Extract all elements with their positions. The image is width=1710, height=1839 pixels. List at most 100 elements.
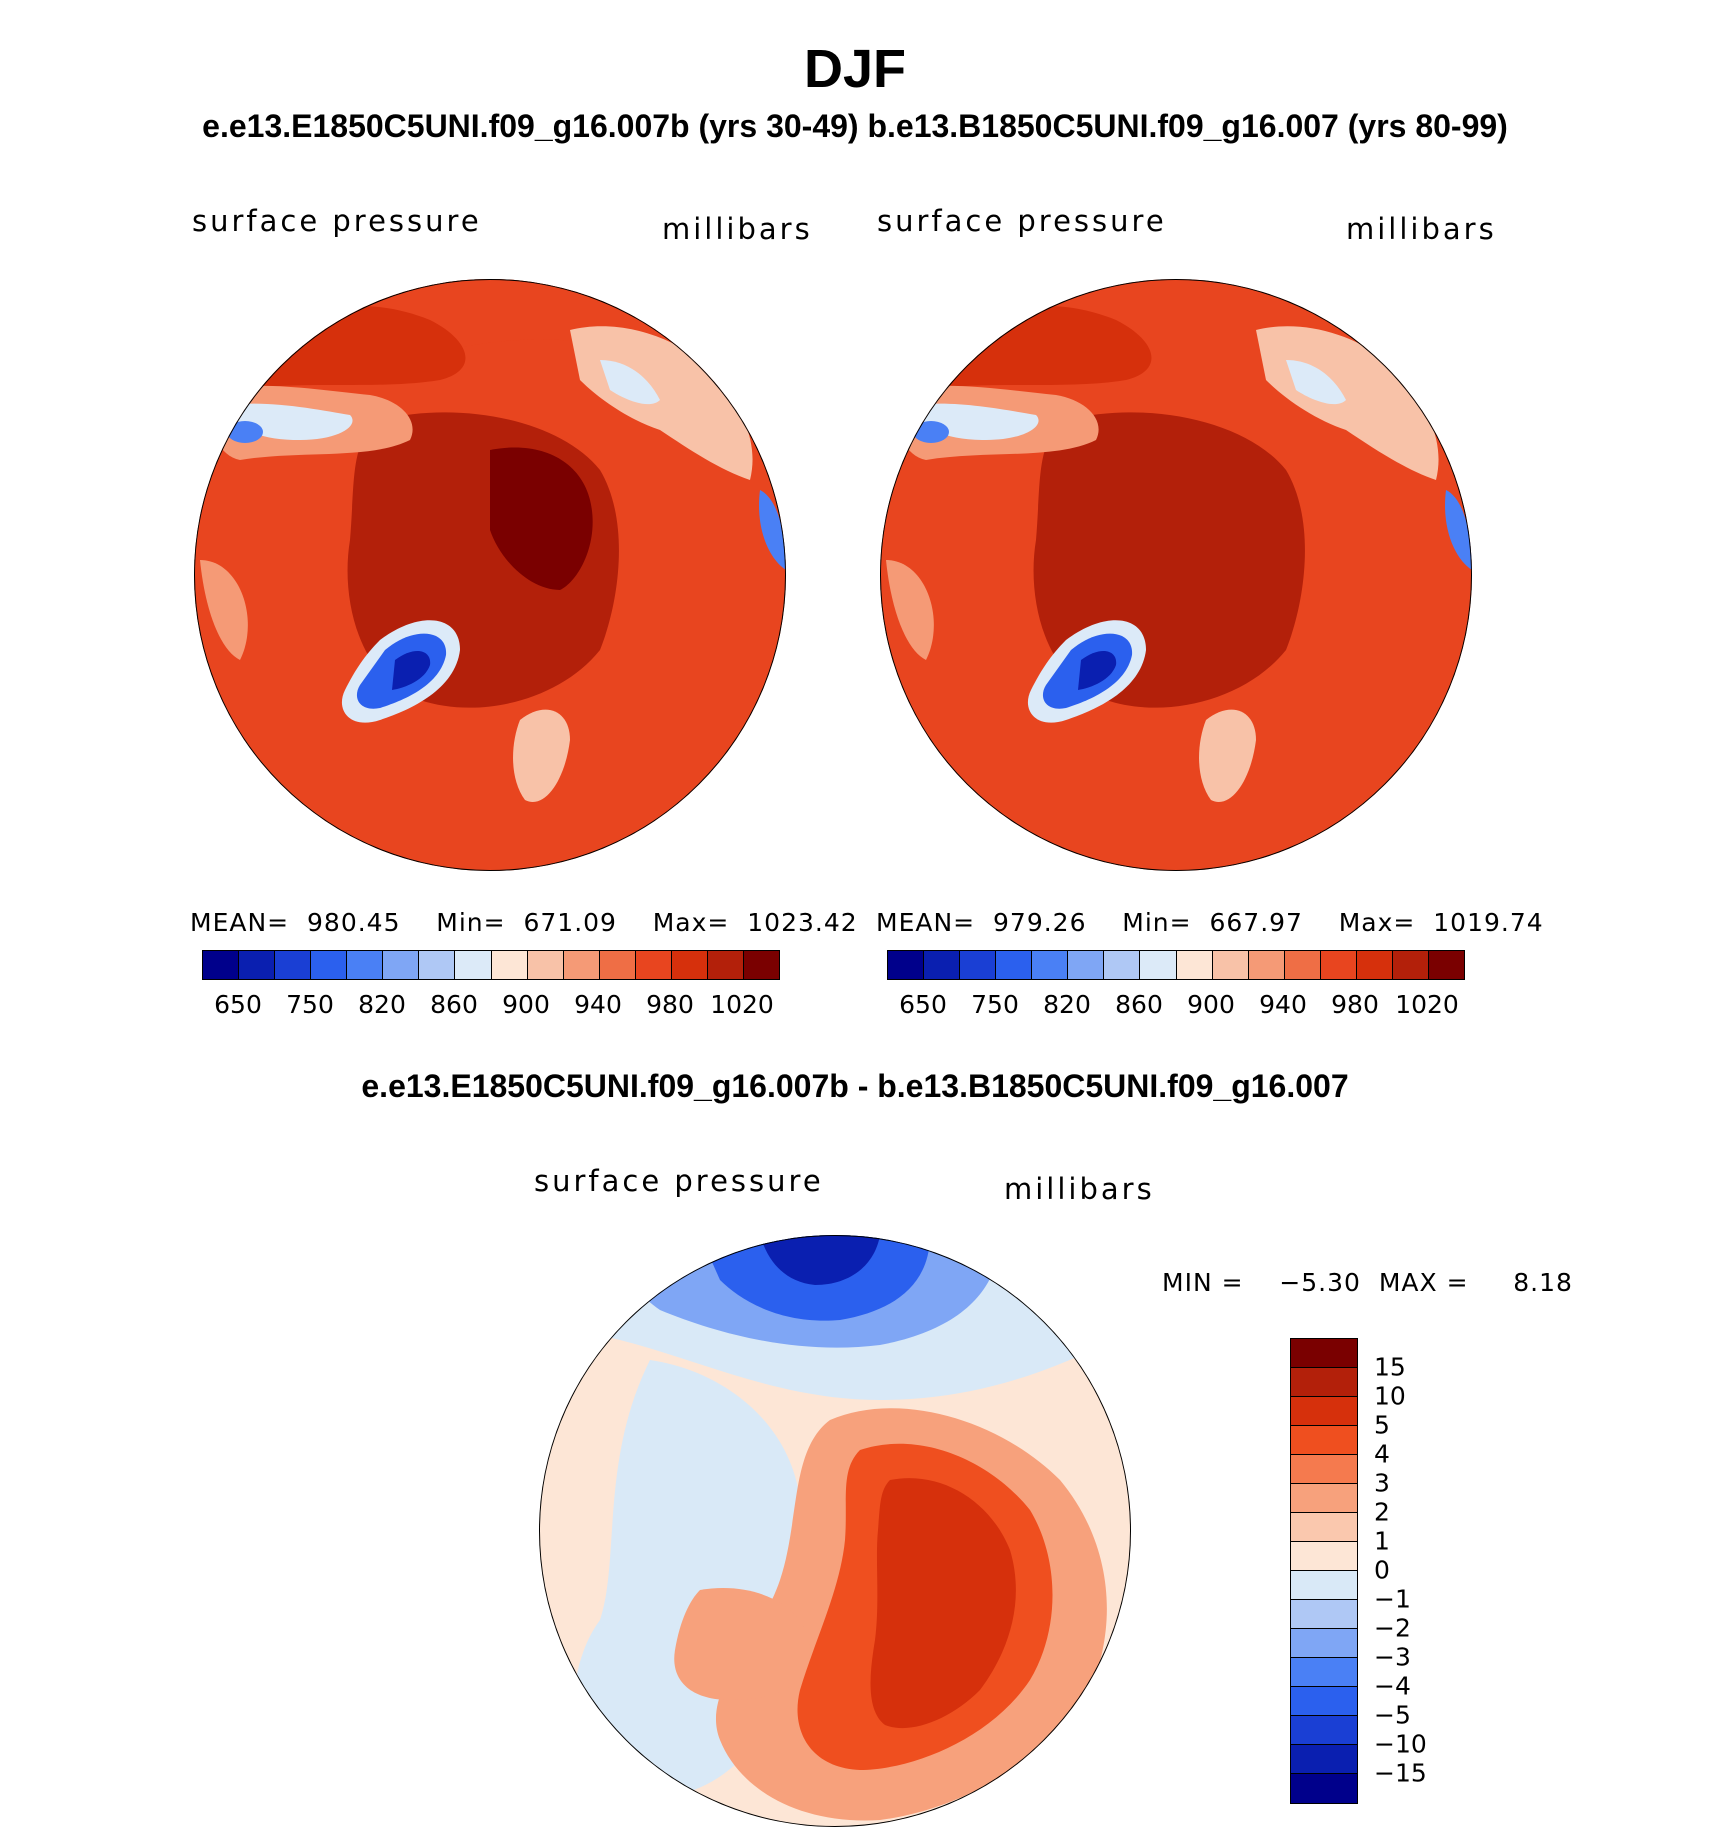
colorbar-tick-label: −3: [1374, 1642, 1411, 1672]
colorbar-swatch: [1284, 951, 1321, 979]
panel3-greenland-pos: [674, 1588, 810, 1700]
colorbar-tick-label: 860: [1115, 990, 1163, 1019]
colorbar-swatch: [1032, 951, 1069, 979]
colorbar-swatch: [1291, 1368, 1357, 1397]
colorbar-swatch: [1291, 1426, 1357, 1455]
colorbar-tick-label: −10: [1374, 1729, 1427, 1759]
colorbar-tick-label: 650: [899, 990, 947, 1019]
colorbar-swatch: [1068, 951, 1105, 979]
colorbar-tick-label: −4: [1374, 1671, 1411, 1701]
panel2-rockies-blue: [913, 421, 949, 443]
panel3-stats: MIN = −5.30 MAX = 8.18: [1162, 1268, 1573, 1297]
panel3-pos-core: [870, 1478, 1016, 1729]
colorbar-tick-label: 650: [214, 990, 262, 1019]
colorbar-swatch: [1291, 1397, 1357, 1426]
colorbar-tick-label: 10: [1374, 1381, 1406, 1411]
panel1-left-label: surface pressure: [192, 204, 482, 238]
colorbar-swatch: [1291, 1542, 1357, 1571]
panel1-rockies-blue: [227, 421, 263, 443]
panel3-north-core: [760, 1235, 880, 1285]
panel3-colorbar: [1290, 1338, 1358, 1804]
colorbar-tick-label: 2: [1374, 1497, 1390, 1527]
subtitle: e.e13.E1850C5UNI.f09_g16.007b (yrs 30-49…: [202, 108, 1508, 144]
colorbar-swatch: [1212, 951, 1249, 979]
panel1-greenland-core: [392, 650, 431, 690]
panel2-tibet: [1445, 490, 1472, 570]
colorbar-tick-label: 0: [1374, 1555, 1390, 1585]
colorbar-swatch: [1291, 1745, 1357, 1774]
panel2-left-label: surface pressure: [877, 204, 1167, 238]
colorbar-swatch: [347, 951, 384, 979]
panel2-greenland-core: [1078, 650, 1117, 690]
colorbar-swatch: [1356, 951, 1393, 979]
colorbar-swatch: [1291, 1513, 1357, 1542]
colorbar-swatch: [671, 951, 708, 979]
colorbar-swatch: [1291, 1629, 1357, 1658]
colorbar-swatch: [1291, 1339, 1357, 1368]
colorbar-swatch: [311, 951, 348, 979]
colorbar-swatch: [996, 951, 1033, 979]
colorbar-swatch: [743, 951, 779, 979]
colorbar-swatch: [1291, 1455, 1357, 1484]
panel3-map: [539, 1235, 1131, 1827]
panel1-map: [194, 279, 786, 871]
panel1-colorbar: [202, 950, 780, 980]
panel1-scandinavia: [513, 709, 570, 802]
panel1-right-label: millibars: [662, 212, 813, 246]
colorbar-swatch: [239, 951, 276, 979]
colorbar-swatch: [1291, 1774, 1357, 1803]
colorbar-swatch: [419, 951, 456, 979]
colorbar-swatch: [491, 951, 528, 979]
colorbar-tick-label: 980: [646, 990, 694, 1019]
colorbar-swatch: [1248, 951, 1285, 979]
colorbar-tick-label: 750: [971, 990, 1019, 1019]
panel3-right-label: millibars: [1004, 1172, 1155, 1206]
colorbar-tick-label: 980: [1331, 990, 1379, 1019]
colorbar-swatch: [527, 951, 564, 979]
colorbar-swatch: [1291, 1658, 1357, 1687]
colorbar-swatch: [1291, 1571, 1357, 1600]
colorbar-swatch: [275, 951, 312, 979]
colorbar-swatch: [1291, 1600, 1357, 1629]
colorbar-swatch: [203, 951, 240, 979]
colorbar-tick-label: −1: [1374, 1584, 1411, 1614]
colorbar-swatch: [1291, 1687, 1357, 1716]
panel1-asia-light: [600, 360, 660, 405]
colorbar-tick-label: 820: [358, 990, 406, 1019]
colorbar-swatch: [1291, 1716, 1357, 1745]
colorbar-tick-label: 750: [286, 990, 334, 1019]
colorbar-swatch: [924, 951, 961, 979]
colorbar-swatch: [1104, 951, 1141, 979]
colorbar-tick-label: −2: [1374, 1613, 1411, 1643]
colorbar-swatch: [960, 951, 997, 979]
colorbar-swatch: [563, 951, 600, 979]
colorbar-swatch: [1291, 1484, 1357, 1513]
diff-title: e.e13.E1850C5UNI.f09_g16.007b - b.e13.B1…: [361, 1068, 1349, 1104]
panel1-stats: MEAN= 980.45 Min= 671.09 Max= 1023.42: [190, 908, 858, 937]
colorbar-tick-label: 15: [1374, 1352, 1406, 1382]
colorbar-tick-label: −15: [1374, 1758, 1427, 1788]
colorbar-tick-label: 900: [1187, 990, 1235, 1019]
colorbar-swatch: [1320, 951, 1357, 979]
colorbar-swatch: [635, 951, 672, 979]
main-title: DJF: [803, 39, 906, 99]
colorbar-tick-label: 4: [1374, 1439, 1390, 1469]
colorbar-tick-label: 940: [1259, 990, 1307, 1019]
panel3-left-label: surface pressure: [534, 1164, 824, 1198]
colorbar-tick-label: 1020: [710, 990, 774, 1019]
colorbar-swatch: [707, 951, 744, 979]
panel2-map: [880, 279, 1472, 871]
colorbar-swatch: [1140, 951, 1177, 979]
panel2-scandinavia: [1199, 709, 1256, 802]
panel2-right-label: millibars: [1346, 212, 1497, 246]
colorbar-swatch: [1392, 951, 1429, 979]
panel2-pacific-patch: [886, 560, 934, 660]
colorbar-tick-label: 900: [502, 990, 550, 1019]
colorbar-tick-label: 820: [1043, 990, 1091, 1019]
colorbar-tick-label: 860: [430, 990, 478, 1019]
panel1-arctic-high: [490, 447, 593, 590]
colorbar-tick-label: 1020: [1395, 990, 1459, 1019]
colorbar-swatch: [383, 951, 420, 979]
colorbar-swatch: [1176, 951, 1213, 979]
